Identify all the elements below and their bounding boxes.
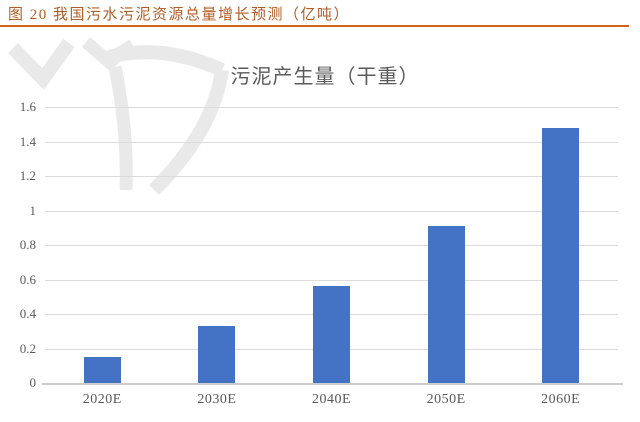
- gridline: [45, 141, 618, 143]
- chart-title: 污泥产生量（干重）: [230, 66, 420, 88]
- x-tick-label: 2060E: [541, 392, 581, 407]
- gridline: [45, 245, 618, 246]
- x-axis-line: [42, 383, 623, 385]
- y-tick-label: 0.8: [19, 237, 36, 252]
- bar-2020E: [83, 357, 121, 383]
- gridline: [45, 176, 618, 177]
- bar-2050E: [427, 226, 465, 383]
- publisher-logo-watermark-icon: [8, 37, 229, 195]
- y-tick-label: 0.6: [19, 271, 36, 287]
- bar-2060E: [542, 127, 580, 383]
- y-tick-label: 1.6: [19, 99, 36, 114]
- figure-caption: 图 20 我国污水污泥资源总量增长预测（亿吨）: [8, 7, 351, 23]
- bar-2040E: [313, 286, 350, 383]
- gridline: [45, 279, 618, 281]
- x-tick-label: 2050E: [426, 392, 466, 407]
- y-tick-label: 0: [29, 375, 37, 390]
- y-tick-label: 1.2: [19, 168, 36, 183]
- bar-2030E: [198, 326, 236, 383]
- x-tick-label: 2040E: [311, 392, 352, 407]
- gridline: [45, 107, 618, 108]
- y-tick-label: 1: [29, 202, 37, 218]
- x-tick-label: 2030E: [197, 392, 237, 407]
- y-tick-label: 0.2: [19, 340, 36, 356]
- gridline: [45, 210, 618, 212]
- caption-underline: [0, 25, 629, 27]
- y-tick-label: 0.4: [19, 306, 36, 321]
- x-tick-label: 2020E: [82, 392, 122, 407]
- y-tick-label: 1.4: [19, 133, 36, 149]
